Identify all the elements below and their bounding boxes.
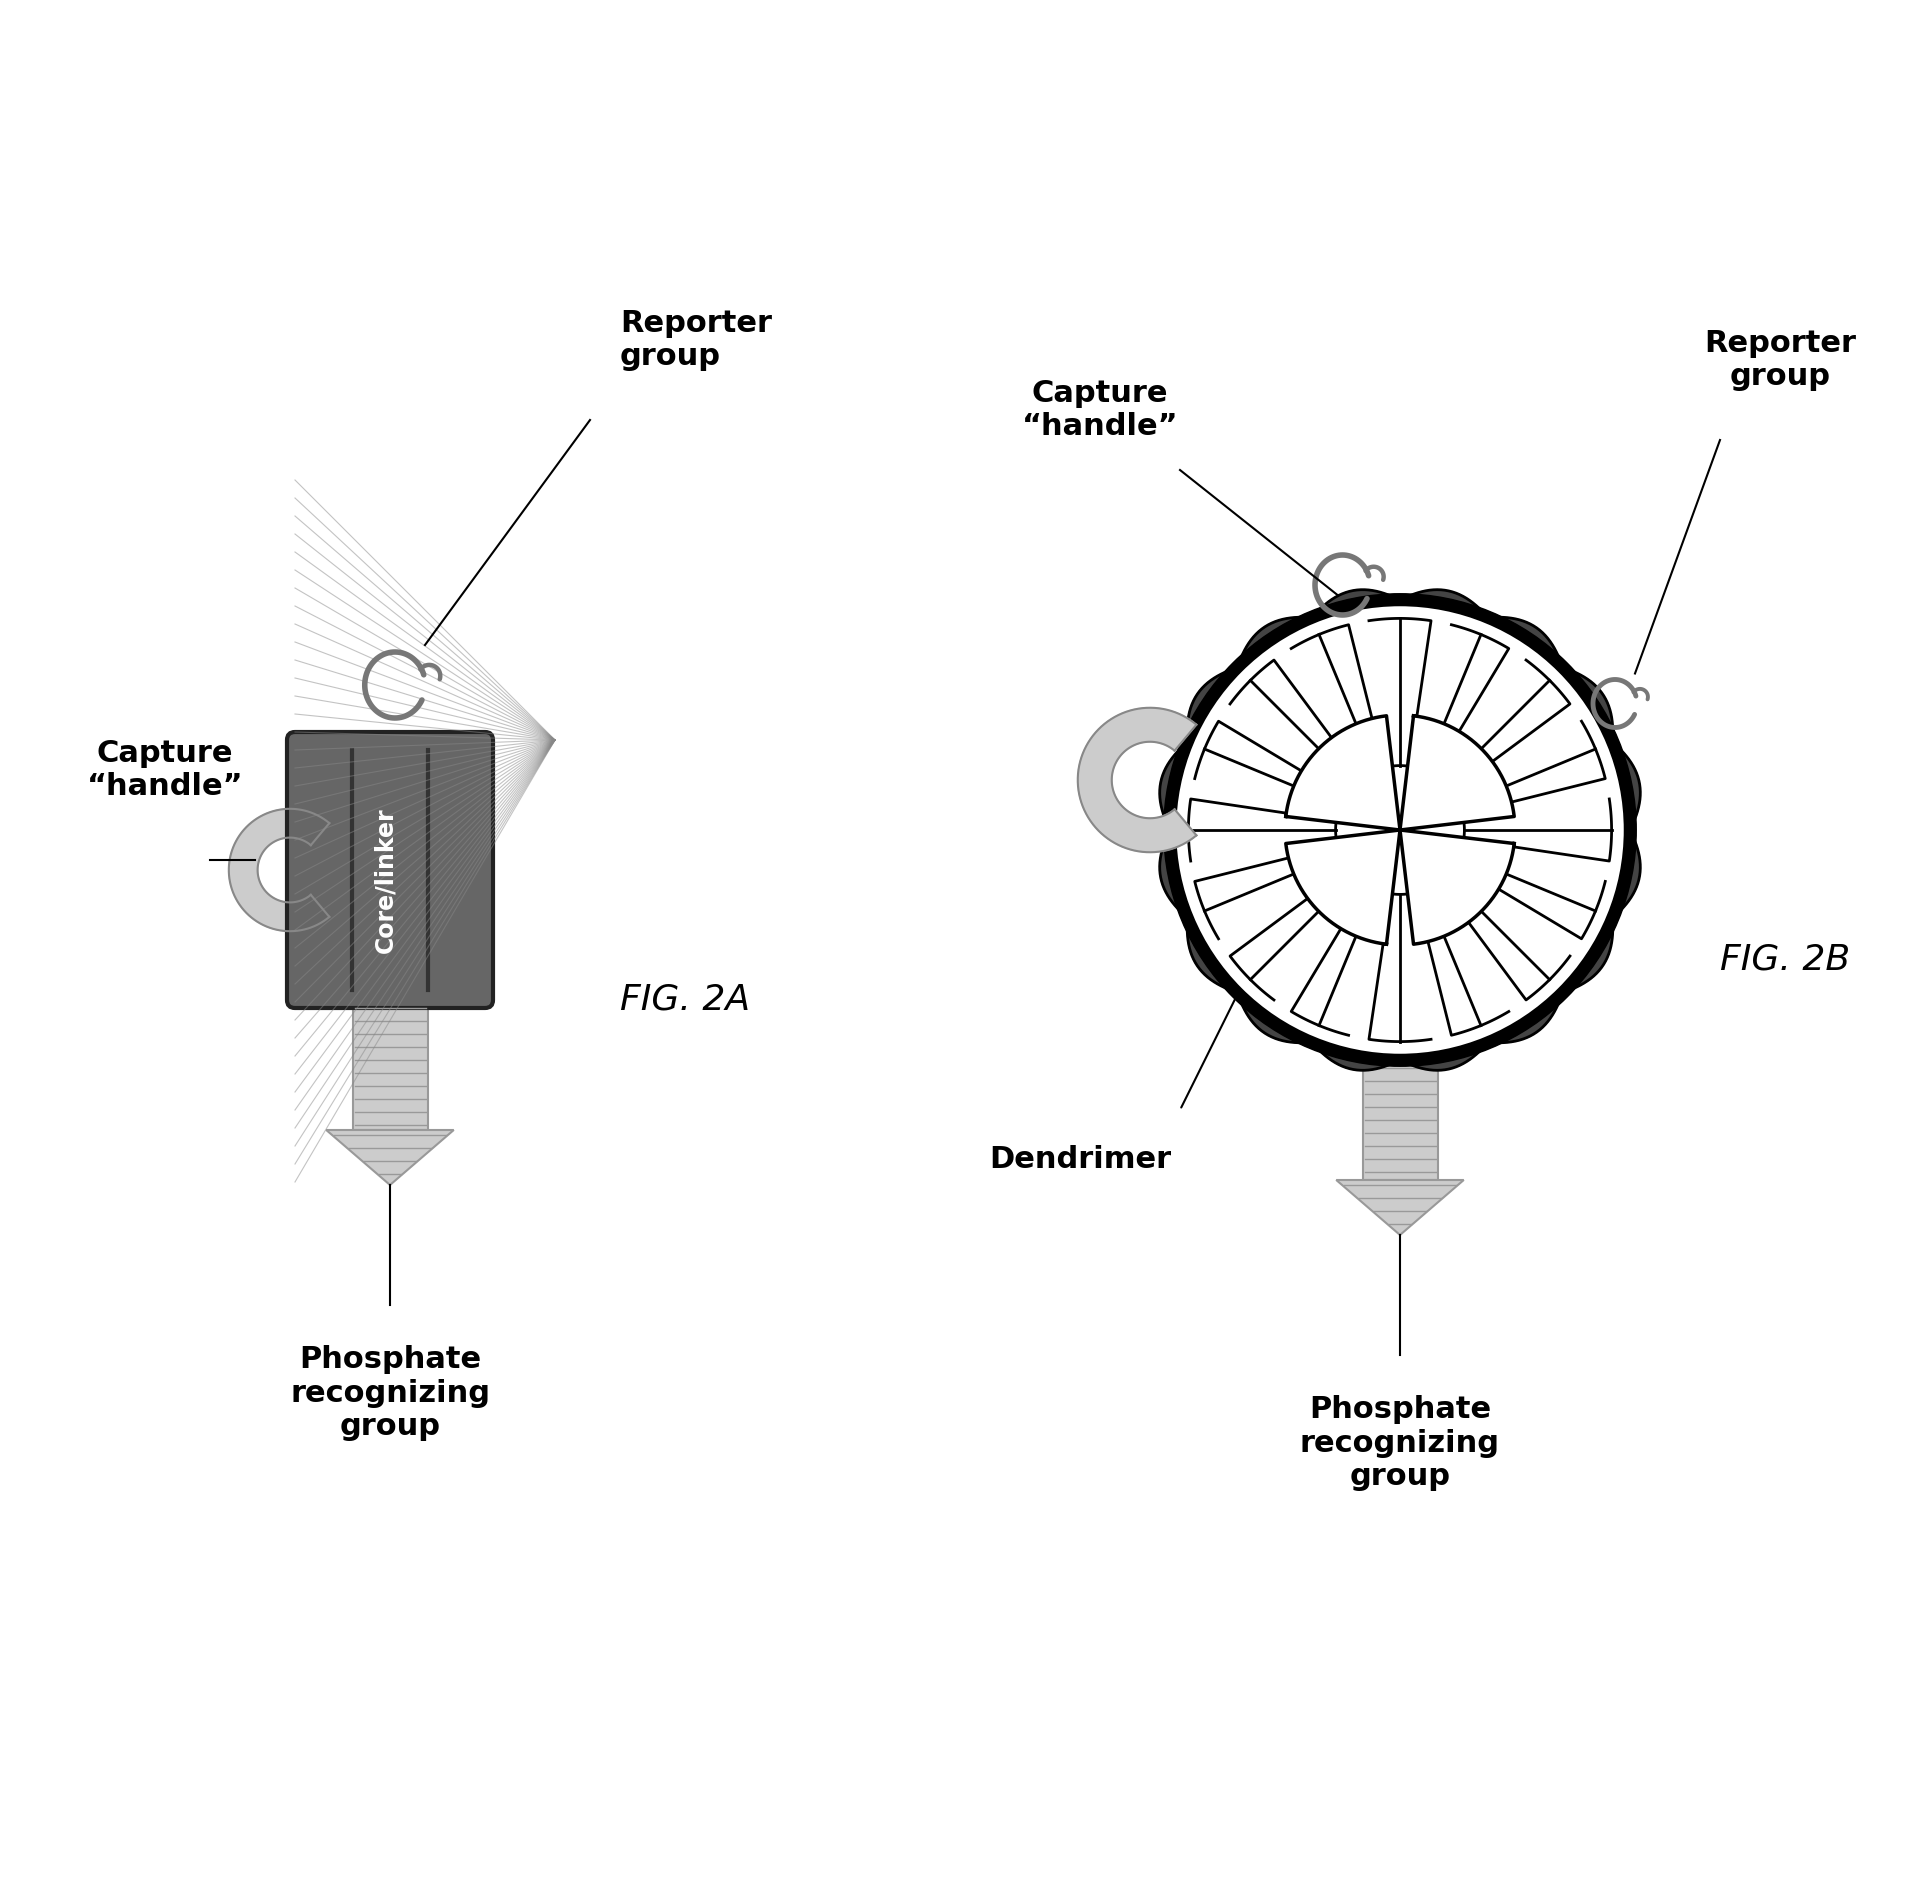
- Polygon shape: [1194, 722, 1344, 814]
- Text: Reporter
group: Reporter group: [1705, 329, 1857, 391]
- Polygon shape: [1337, 1181, 1464, 1235]
- Text: Core/linker: Core/linker: [374, 807, 397, 952]
- FancyBboxPatch shape: [287, 733, 493, 1009]
- Text: Reporter
group: Reporter group: [620, 308, 772, 372]
- Polygon shape: [1231, 659, 1362, 791]
- Polygon shape: [1290, 625, 1385, 774]
- Polygon shape: [1439, 869, 1570, 999]
- Polygon shape: [1194, 846, 1344, 939]
- Polygon shape: [1369, 618, 1431, 767]
- Polygon shape: [1456, 846, 1604, 939]
- Polygon shape: [1400, 716, 1514, 829]
- Polygon shape: [1194, 722, 1344, 814]
- Polygon shape: [1439, 659, 1570, 791]
- Polygon shape: [1287, 716, 1400, 829]
- Polygon shape: [1369, 618, 1431, 767]
- Polygon shape: [1287, 716, 1400, 829]
- Polygon shape: [1188, 799, 1337, 861]
- Polygon shape: [1079, 708, 1196, 852]
- Polygon shape: [1416, 886, 1508, 1035]
- Polygon shape: [1439, 659, 1570, 791]
- Text: FIG. 2A: FIG. 2A: [620, 982, 749, 1016]
- Polygon shape: [1439, 869, 1570, 999]
- Polygon shape: [1287, 829, 1400, 944]
- Text: Capture
“handle”: Capture “handle”: [87, 739, 243, 801]
- Polygon shape: [1231, 869, 1362, 999]
- Polygon shape: [1231, 659, 1362, 791]
- Text: Phosphate
recognizing
group: Phosphate recognizing group: [291, 1345, 489, 1441]
- Polygon shape: [1416, 625, 1508, 774]
- Circle shape: [1175, 604, 1626, 1054]
- Text: Phosphate
recognizing
group: Phosphate recognizing group: [1300, 1394, 1500, 1490]
- Polygon shape: [1416, 625, 1508, 774]
- Polygon shape: [1456, 722, 1604, 814]
- Polygon shape: [1290, 625, 1385, 774]
- Bar: [352, 999, 428, 1130]
- Polygon shape: [1287, 829, 1400, 944]
- Polygon shape: [1456, 846, 1604, 939]
- Polygon shape: [1416, 886, 1508, 1035]
- Polygon shape: [229, 808, 329, 931]
- Text: Dendrimer: Dendrimer: [988, 1145, 1171, 1175]
- Text: FIG. 2B: FIG. 2B: [1720, 943, 1851, 977]
- Polygon shape: [1456, 722, 1604, 814]
- Text: Capture
“handle”: Capture “handle”: [1021, 378, 1179, 442]
- Polygon shape: [1290, 886, 1385, 1035]
- Polygon shape: [1464, 799, 1612, 861]
- Polygon shape: [1464, 799, 1612, 861]
- Circle shape: [1169, 601, 1629, 1060]
- Polygon shape: [1188, 799, 1337, 861]
- Polygon shape: [325, 1130, 455, 1184]
- Polygon shape: [1369, 893, 1431, 1041]
- Polygon shape: [1400, 829, 1514, 944]
- Polygon shape: [1159, 589, 1641, 1071]
- Polygon shape: [1290, 886, 1385, 1035]
- Polygon shape: [1231, 869, 1362, 999]
- Polygon shape: [1369, 893, 1431, 1041]
- Bar: [1362, 1060, 1437, 1181]
- Polygon shape: [1400, 716, 1514, 829]
- Polygon shape: [1194, 846, 1344, 939]
- Polygon shape: [1400, 829, 1514, 944]
